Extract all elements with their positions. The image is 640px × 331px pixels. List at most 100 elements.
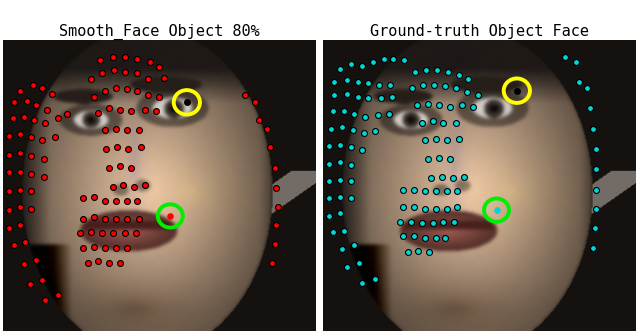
Point [122, 199, 132, 204]
Point [26, 154, 36, 159]
Point [134, 216, 144, 221]
Point [449, 219, 460, 224]
Point [89, 215, 99, 220]
Point [324, 213, 335, 218]
Point [418, 82, 428, 87]
Point [432, 68, 442, 73]
Point [140, 183, 150, 188]
Point [457, 103, 467, 108]
Point [346, 62, 356, 67]
Point [370, 276, 380, 281]
Point [93, 259, 104, 264]
Point [4, 225, 15, 230]
Point [335, 177, 346, 182]
Point [397, 187, 408, 192]
Point [271, 222, 282, 227]
Point [29, 117, 40, 122]
Point [132, 56, 143, 61]
Point [15, 88, 26, 93]
Point [140, 107, 150, 112]
Point [342, 264, 352, 269]
Point [254, 117, 264, 122]
Point [360, 114, 371, 119]
Point [434, 155, 444, 160]
Point [329, 92, 339, 98]
Point [100, 245, 110, 251]
Point [26, 206, 36, 211]
Point [337, 247, 347, 252]
Point [143, 76, 154, 82]
Point [270, 241, 280, 246]
Point [454, 72, 464, 77]
Point [40, 120, 51, 125]
Point [349, 242, 360, 248]
Point [136, 145, 146, 150]
Point [129, 184, 140, 189]
Point [15, 205, 26, 210]
Point [442, 138, 452, 143]
Point [132, 88, 143, 93]
Point [159, 75, 169, 80]
Point [111, 216, 121, 221]
Point [271, 186, 282, 191]
Point [328, 109, 338, 114]
Point [111, 245, 121, 251]
Title: Smooth_Face Object 80%: Smooth_Face Object 80% [59, 24, 260, 40]
Point [62, 111, 72, 117]
Point [370, 129, 380, 134]
Point [374, 82, 385, 87]
Point [406, 219, 416, 224]
Point [89, 194, 99, 200]
Point [335, 142, 346, 147]
Point [165, 213, 175, 218]
Point [492, 208, 502, 213]
Point [459, 174, 469, 179]
Point [422, 157, 433, 162]
Point [420, 235, 430, 240]
Point [267, 260, 277, 265]
Point [126, 165, 136, 170]
Point [262, 126, 272, 131]
Point [463, 76, 474, 82]
Point [421, 68, 431, 73]
Point [37, 85, 47, 90]
Point [122, 127, 132, 133]
Point [37, 277, 47, 283]
Point [122, 216, 132, 221]
Point [409, 205, 419, 210]
Point [571, 59, 581, 64]
Point [395, 219, 405, 224]
Point [335, 160, 346, 165]
Point [8, 116, 18, 121]
Point [438, 219, 449, 224]
Point [77, 196, 88, 201]
Point [346, 162, 356, 167]
Point [438, 120, 449, 125]
Point [324, 161, 335, 166]
Point [590, 225, 600, 230]
Point [89, 94, 99, 99]
Point [410, 69, 420, 74]
Point [388, 56, 399, 61]
Point [473, 92, 483, 98]
Point [339, 109, 349, 114]
Point [409, 187, 419, 192]
Point [397, 234, 408, 239]
Point [40, 298, 51, 303]
Point [329, 79, 339, 85]
Point [420, 206, 430, 211]
Point [452, 189, 463, 194]
Point [443, 69, 453, 74]
Point [37, 138, 47, 143]
Point [26, 135, 36, 140]
Point [461, 89, 472, 95]
Point [118, 183, 129, 188]
Point [349, 111, 360, 117]
Point [468, 104, 478, 109]
Point [4, 152, 15, 158]
Point [24, 282, 35, 287]
Point [342, 91, 352, 96]
Point [131, 231, 141, 236]
Point [120, 55, 130, 60]
Point [26, 189, 36, 194]
